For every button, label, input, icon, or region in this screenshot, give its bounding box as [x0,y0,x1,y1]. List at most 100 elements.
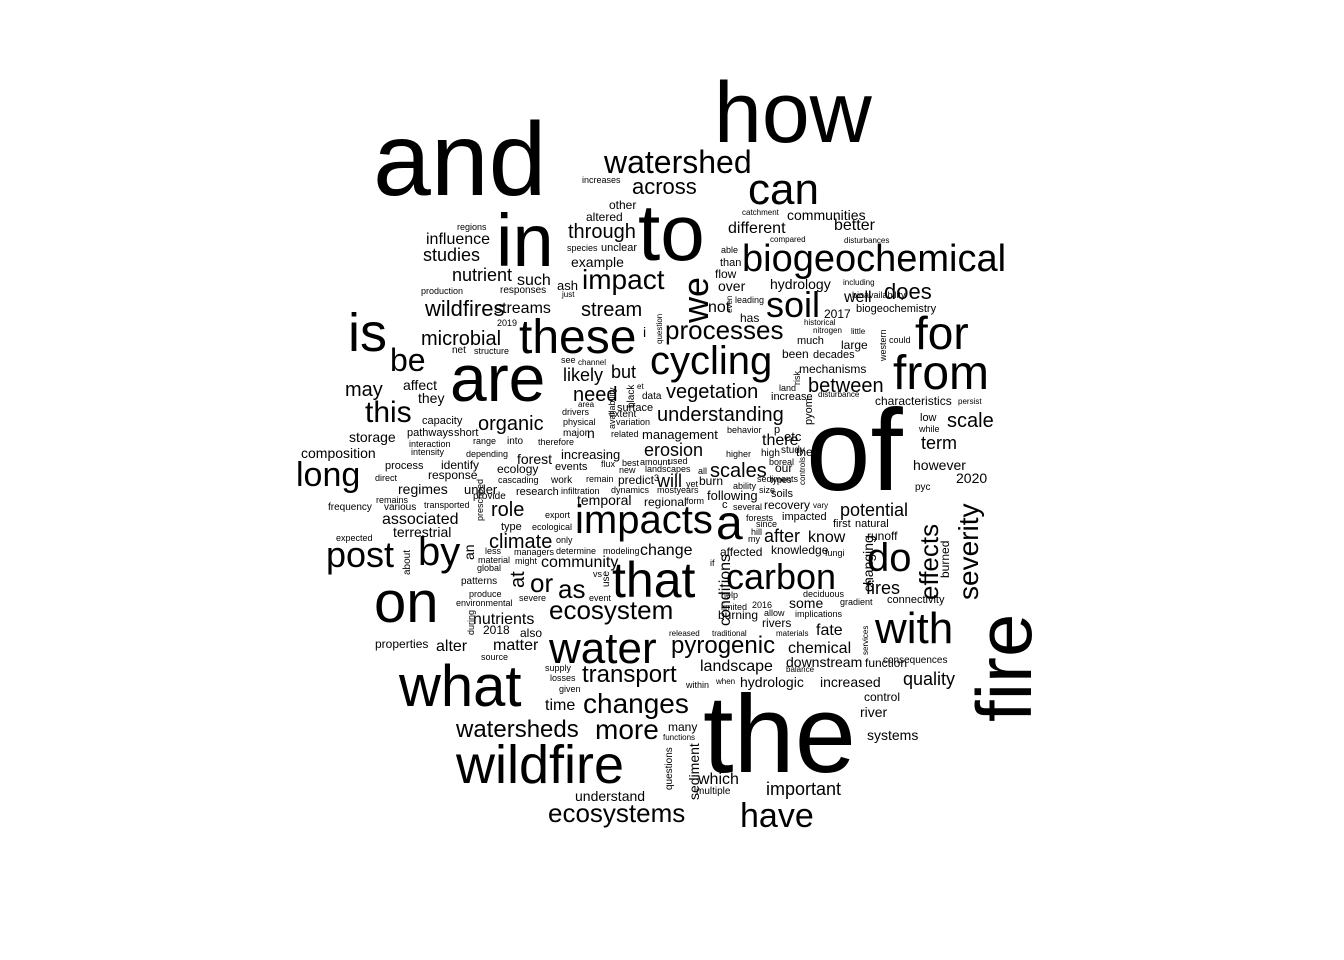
cloud-word-landscapes: landscapes [645,464,691,474]
cloud-word-soils: soils [771,488,794,500]
cloud-word-a: a [716,497,743,550]
cloud-word-all: all [698,466,708,476]
cloud-word-need: need [573,384,618,406]
cloud-word-net: net [452,345,466,356]
cloud-word-well: well [844,289,872,306]
cloud-word-potential: potential [840,500,909,520]
cloud-word-export: export [545,510,571,520]
cloud-word-availability: availability [607,387,617,429]
cloud-word-be: be [390,342,426,378]
cloud-word-might: might [515,556,538,566]
cloud-word-there: there [762,432,799,449]
cloud-word-leading: leading [735,295,765,305]
cloud-word-storage: storage [349,429,396,445]
cloud-word-high: high [761,448,780,459]
cloud-word-as: as [558,574,586,604]
cloud-word-yet: yet [686,479,699,489]
cloud-word-alter: alter [436,638,468,655]
cloud-word-control: control [864,690,901,704]
cloud-word-properties: properties [375,637,429,651]
cloud-word-could: could [889,335,911,345]
cloud-word-prescribed: prescribed [475,478,485,521]
cloud-word-from: from [893,347,989,400]
cloud-word-forest: forest [517,451,553,467]
cloud-word-released: released [669,629,700,638]
cloud-word-vegetation: vegetation [666,381,759,403]
cloud-word-historical: historical [804,318,836,327]
cloud-word-interaction: interaction [409,439,451,449]
cloud-word-time: time [545,697,576,714]
cloud-word-change: change [640,542,693,559]
cloud-word-just: just [562,290,575,299]
cloud-word-et: et [637,382,644,391]
cloud-word-regimes: regimes [398,481,448,497]
cloud-word-fate: fate [816,622,843,639]
cloud-word-studies: studies [423,245,481,265]
cloud-word-land: land [779,383,797,393]
cloud-word-ash: ash [557,278,578,293]
cloud-word-disturbances: disturbances [844,236,890,245]
cloud-word-implications: implications [795,609,843,619]
cloud-word-i: i [643,324,647,340]
cloud-word-changes: changes [583,688,689,719]
cloud-word-2019: 2019 [497,318,518,328]
cloud-word-impact: impact [582,264,665,295]
cloud-word-systems: systems [867,727,919,743]
cloud-word-different: different [728,220,786,237]
cloud-word-biogeochemistry: biogeochemistry [856,303,937,315]
cloud-word-quality: quality [903,669,956,689]
cloud-word-example: example [571,254,624,270]
cloud-word-increases: increases [582,175,621,185]
cloud-word-modeling: modeling [603,546,640,556]
cloud-word-events: events [555,461,588,473]
cloud-word-best: best [622,458,640,468]
cloud-word-matter: matter [493,637,539,654]
cloud-word-scales: scales [710,460,767,482]
cloud-word-community: community [541,554,619,571]
cloud-word-only: only [556,535,573,545]
cloud-word-response: response [428,468,478,482]
cloud-word-consequences: consequences [883,655,948,666]
cloud-word-pyrogenic: pyrogenic [671,632,776,659]
cloud-word-global: global [477,563,502,573]
cloud-word-supply: supply [545,663,572,673]
cloud-word-including: including [843,278,875,287]
cloud-word-in: in [496,199,554,282]
cloud-word-managers: managers [514,547,555,557]
cloud-word-2020: 2020 [956,470,988,486]
cloud-word-water: water [549,624,657,673]
cloud-word-boreal: boreal [769,457,795,467]
cloud-word-the: the [703,673,856,796]
cloud-word-nitrogen: nitrogen [813,326,842,335]
cloud-word-by: by [418,530,461,574]
cloud-word-research: research [516,486,559,498]
cloud-word-do: do [867,536,912,580]
cloud-word-under: under [464,482,498,497]
cloud-word-while: while [919,424,940,434]
cloud-word-work: work [551,475,573,486]
cloud-word-c: c [722,499,728,511]
cloud-word-following: following [707,488,758,503]
cloud-word-gradient: gradient [840,597,873,607]
cloud-word-wildfire: wildfire [456,735,625,795]
cloud-word-composition: composition [301,445,376,461]
cloud-word-size: size [759,485,776,495]
cloud-word-influence: influence [426,231,491,248]
cloud-word-disturbance: disturbance [818,390,860,399]
cloud-word-into: into [507,436,524,447]
cloud-word-extent: extent [609,409,637,420]
cloud-word-controls: controls [798,456,807,485]
cloud-word-materials: materials [776,629,809,638]
cloud-word-such: such [517,272,551,289]
cloud-word-depending: depending [466,449,509,459]
cloud-word-direct: direct [375,473,398,483]
cloud-word-impacts: impacts [575,498,713,542]
cloud-word-hydrologic: hydrologic [740,674,804,690]
cloud-word-an: an [461,544,477,560]
cloud-word-biogeochemical: biogeochemical [742,238,1007,280]
cloud-word-processes: processes [665,315,784,345]
cloud-word-various: various [384,502,417,513]
cloud-word-help: help [721,590,739,600]
cloud-word-characteristics: characteristics [875,394,952,408]
cloud-word-these: these [519,311,637,364]
